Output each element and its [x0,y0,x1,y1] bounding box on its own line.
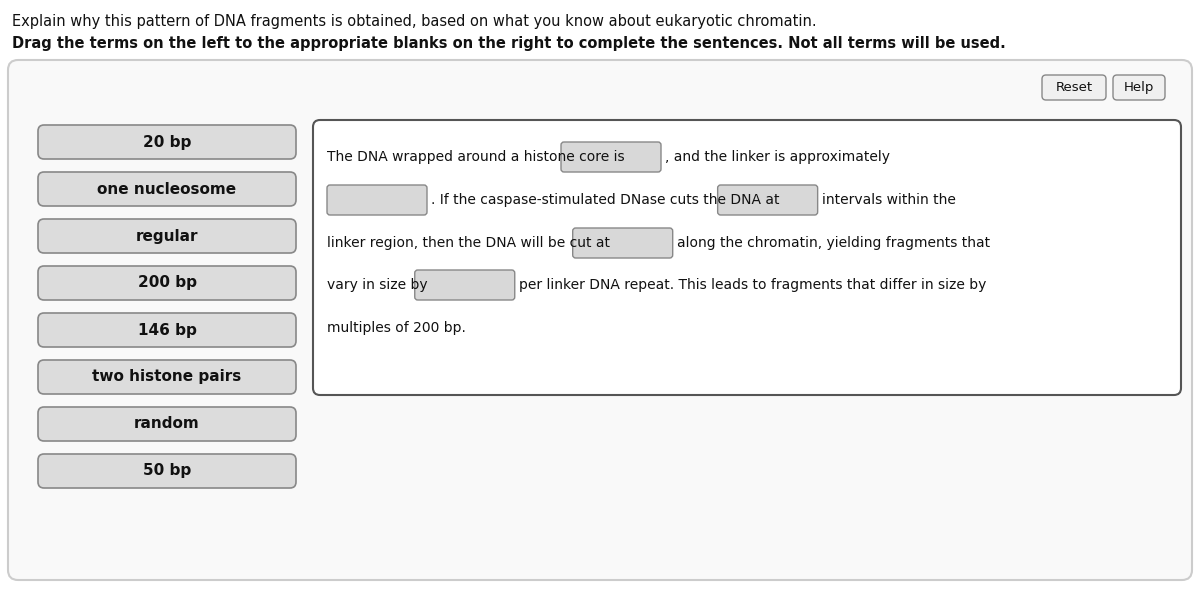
Text: intervals within the: intervals within the [822,193,955,207]
FancyBboxPatch shape [718,185,817,215]
FancyBboxPatch shape [8,60,1192,580]
FancyBboxPatch shape [38,172,296,206]
FancyBboxPatch shape [38,407,296,441]
Text: 200 bp: 200 bp [138,276,197,290]
Text: Drag the terms on the left to the appropriate blanks on the right to complete th: Drag the terms on the left to the approp… [12,36,1006,51]
FancyBboxPatch shape [313,120,1181,395]
Text: linker region, then the DNA will be cut at: linker region, then the DNA will be cut … [326,236,610,250]
Text: , and the linker is approximately: , and the linker is approximately [665,150,890,164]
FancyBboxPatch shape [415,270,515,300]
Text: Reset: Reset [1056,81,1092,94]
FancyBboxPatch shape [326,185,427,215]
Text: vary in size by: vary in size by [326,278,427,292]
Text: 146 bp: 146 bp [138,323,197,337]
Text: . If the caspase-stimulated DNase cuts the DNA at: . If the caspase-stimulated DNase cuts t… [431,193,780,207]
Text: 50 bp: 50 bp [143,464,191,478]
Text: Help: Help [1124,81,1154,94]
Text: along the chromatin, yielding fragments that: along the chromatin, yielding fragments … [677,236,990,250]
Text: Explain why this pattern of DNA fragments is obtained, based on what you know ab: Explain why this pattern of DNA fragment… [12,14,817,29]
Text: per linker DNA repeat. This leads to fragments that differ in size by: per linker DNA repeat. This leads to fra… [518,278,986,292]
Text: 20 bp: 20 bp [143,134,191,150]
FancyBboxPatch shape [572,228,673,258]
Text: The DNA wrapped around a histone core is: The DNA wrapped around a histone core is [326,150,625,164]
FancyBboxPatch shape [38,454,296,488]
Text: two histone pairs: two histone pairs [92,369,241,385]
Text: regular: regular [136,229,198,243]
FancyBboxPatch shape [1114,75,1165,100]
FancyBboxPatch shape [38,360,296,394]
FancyBboxPatch shape [562,142,661,172]
Text: one nucleosome: one nucleosome [97,181,236,197]
FancyBboxPatch shape [38,125,296,159]
Text: multiples of 200 bp.: multiples of 200 bp. [326,321,466,335]
FancyBboxPatch shape [1042,75,1106,100]
Text: random: random [134,416,200,432]
FancyBboxPatch shape [38,219,296,253]
FancyBboxPatch shape [38,313,296,347]
FancyBboxPatch shape [38,266,296,300]
